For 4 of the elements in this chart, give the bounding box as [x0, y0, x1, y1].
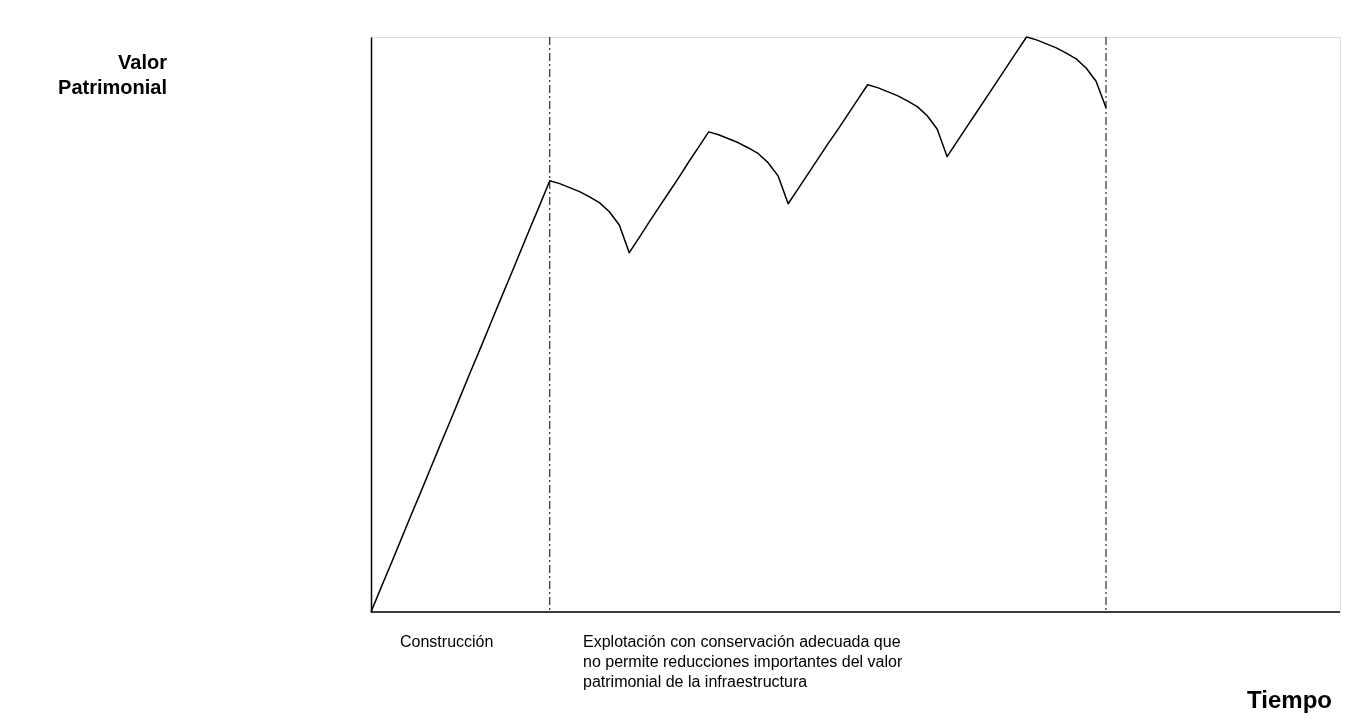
text: Construcción: [400, 633, 494, 650]
text: Explotación con conservación adecuada que no permite reducciones importantes del valor patrimonial de la infraestructura: [583, 633, 903, 690]
text: Tiempo: [1247, 686, 1332, 713]
text: Valor Patrimonial: [58, 51, 168, 98]
